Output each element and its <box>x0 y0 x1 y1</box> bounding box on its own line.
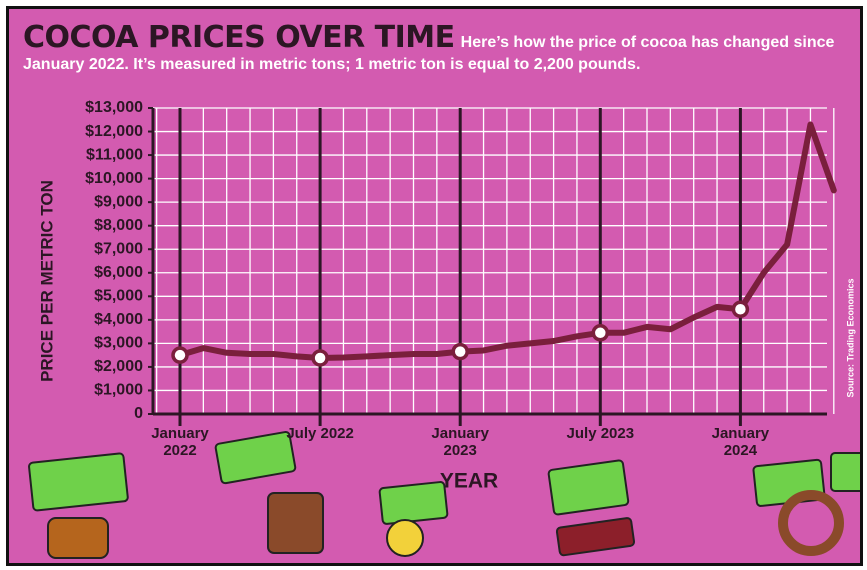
point-marker <box>311 349 329 367</box>
y-tick-label: $5,000 <box>94 288 143 305</box>
decorations <box>28 430 860 559</box>
y-tick-label: $6,000 <box>94 264 143 281</box>
price-line <box>177 121 837 361</box>
y-tick-label: $9,000 <box>94 193 143 210</box>
header: COCOA PRICES OVER TIME Here’s how the pri… <box>23 23 853 76</box>
x-axis-title: YEAR <box>440 470 498 493</box>
y-tick-label: 0 <box>134 405 143 422</box>
y-tick-label: $7,000 <box>94 240 143 257</box>
y-tick-label: $11,000 <box>86 146 143 163</box>
x-tick-label: January 2023 <box>431 425 489 459</box>
point-marker <box>171 346 189 364</box>
y-tick-label: $2,000 <box>94 358 143 375</box>
y-tick-label: $13,000 <box>85 99 143 116</box>
y-axis-title: PRICE PER METRIC TON <box>37 180 56 382</box>
x-tick-label: January 2024 <box>711 425 770 459</box>
y-tick-label: $10,000 <box>85 170 143 187</box>
y-tick-label: $4,000 <box>94 311 143 328</box>
chart-title: COCOA PRICES OVER TIME <box>23 20 455 55</box>
x-tick-label: January 2022 <box>151 425 209 459</box>
y-tick-label: $1,000 <box>94 382 143 399</box>
y-tick-label: $12,000 <box>85 123 143 140</box>
x-tick-label: July 2023 <box>566 425 635 442</box>
chart: 0 $1,000 $2,000 $3,000 $4,000 $5,000 $6,000 $7,… <box>28 99 860 559</box>
y-tick-label: $3,000 <box>94 335 143 352</box>
x-tick-label: July 2022 <box>286 425 354 442</box>
chart-subtitle: Here’s how the price of cocoa has change… <box>23 34 835 73</box>
point-marker <box>731 300 750 319</box>
point-marker <box>591 324 610 342</box>
y-tick-label: $8,000 <box>94 217 143 234</box>
point-marker <box>451 342 469 361</box>
poster: COCOA PRICES OVER TIME Here’s how the pri… <box>6 6 863 566</box>
source: Source: Trading Economics <box>845 278 855 397</box>
